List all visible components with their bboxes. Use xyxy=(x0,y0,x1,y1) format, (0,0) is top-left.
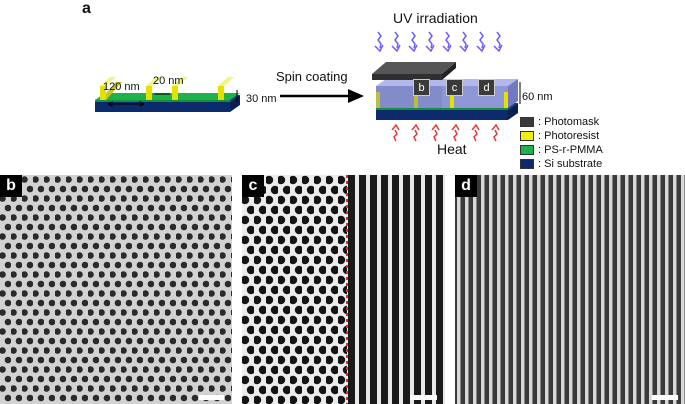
lamellar-pattern xyxy=(455,175,685,404)
region-c-marker: c xyxy=(446,79,463,96)
process-arrow-icon xyxy=(280,89,364,103)
legend-swatch xyxy=(520,131,534,141)
ps-r-pmma-layer xyxy=(95,93,240,100)
substrate-schematic xyxy=(95,77,240,112)
heat-label: Heat xyxy=(437,141,467,157)
spin-coating-label: Spin coating xyxy=(276,69,348,84)
legend-photomask: : Photomask xyxy=(520,115,599,129)
hexagonal-dot-pattern xyxy=(0,175,232,404)
legend-swatch xyxy=(520,159,534,169)
region-d-marker: d xyxy=(478,79,495,96)
micrograph-b: b xyxy=(0,175,232,404)
legend-swatch xyxy=(520,117,534,127)
scale-bar xyxy=(652,395,678,400)
panel-a-label: a xyxy=(82,0,91,17)
uv-irradiation-label: UV irradiation xyxy=(393,10,478,26)
dim-20-label: 20 nm xyxy=(153,75,184,87)
scale-bar xyxy=(199,395,224,400)
dim-30-label: 30 nm xyxy=(246,93,277,105)
scale-bar xyxy=(410,395,437,400)
legend-photoresist: : Photoresist xyxy=(520,129,599,143)
heat-arrows-icon xyxy=(391,124,500,142)
legend-si-substrate: : Si substrate xyxy=(520,157,602,171)
mixed-pattern xyxy=(242,175,445,404)
dim-60-label: 60 nm xyxy=(522,91,553,103)
uv-arrows-icon xyxy=(374,31,503,52)
micrograph-c: c xyxy=(242,175,445,404)
photoresist-lines xyxy=(100,77,234,100)
region-b-marker: b xyxy=(413,79,430,96)
micrograph-d: d xyxy=(455,175,685,404)
panel-d-label: d xyxy=(455,175,477,197)
legend-swatch xyxy=(520,145,534,155)
legend-ps-r-pmma: : PS-r-PMMA xyxy=(520,143,603,157)
panel-b-label: b xyxy=(0,175,22,197)
panel-c-label: c xyxy=(242,175,264,197)
dim-120-label: 120 nm xyxy=(103,81,140,93)
